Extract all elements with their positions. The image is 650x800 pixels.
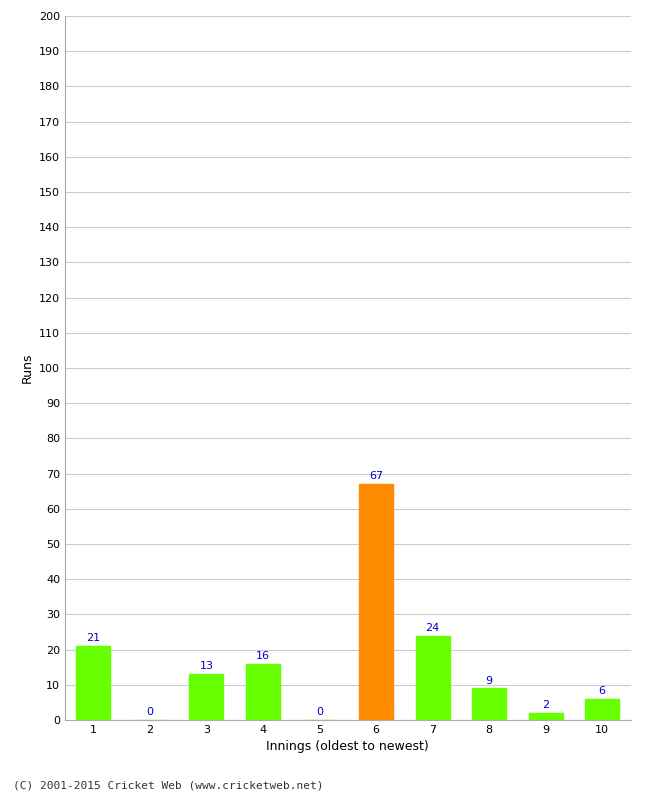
Text: 24: 24 [426,622,439,633]
Bar [76,646,111,720]
Bar [415,635,450,720]
X-axis label: Innings (oldest to newest): Innings (oldest to newest) [266,741,429,754]
Text: 67: 67 [369,471,383,482]
Text: 16: 16 [256,651,270,661]
Text: (C) 2001-2015 Cricket Web (www.cricketweb.net): (C) 2001-2015 Cricket Web (www.cricketwe… [13,781,324,790]
Text: 2: 2 [542,700,549,710]
Text: 21: 21 [86,634,100,643]
Text: 6: 6 [599,686,606,696]
Text: 0: 0 [146,707,153,717]
Y-axis label: Runs: Runs [20,353,33,383]
Text: 9: 9 [486,675,493,686]
Bar [585,699,619,720]
Bar [359,484,393,720]
Text: 0: 0 [316,707,323,717]
Bar [189,674,224,720]
Bar [528,713,563,720]
Text: 13: 13 [200,662,213,671]
Bar [472,688,506,720]
Bar [246,664,280,720]
